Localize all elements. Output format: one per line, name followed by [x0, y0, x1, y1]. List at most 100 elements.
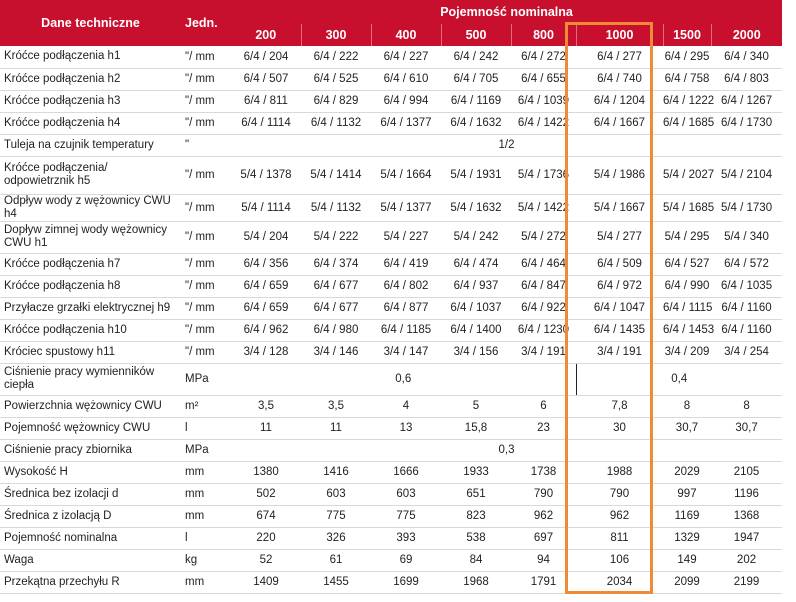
merged-cell: 1/2 [231, 134, 783, 157]
cell-400: 6/4 / 419 [371, 253, 441, 276]
cell-300: 11 [301, 417, 371, 440]
cell-500: 6/4 / 1037 [441, 297, 511, 320]
cell-300: 5/4 / 222 [301, 221, 371, 254]
technical-data-table: Dane techniczne Jedn. Pojemność nominaln… [0, 0, 783, 594]
cell-1000: 5/4 / 277 [576, 221, 663, 254]
table-row: Pojemność nominalna l 220 326 393 538 697 811 13… [0, 527, 783, 550]
cell-300: 3/4 / 146 [301, 341, 371, 364]
cell-1500: 6/4 / 1222 [663, 90, 714, 113]
cell-1500: 5/4 / 295 [663, 221, 711, 254]
cell-800: 5/4 / 1736 [511, 156, 576, 195]
cell-1500: 6/4 / 990 [663, 275, 711, 298]
header-unit: Jedn. [181, 0, 231, 46]
cell-500: 6/4 / 1632 [441, 112, 511, 135]
cell-1000: 790 [576, 483, 663, 506]
row-unit: "/ mm [181, 156, 231, 195]
merged-cell-left: 0,6 [231, 363, 577, 396]
cell-400: 6/4 / 1377 [371, 112, 441, 135]
cell-800: 3/4 / 191 [511, 341, 576, 364]
cell-200: 6/4 / 659 [231, 275, 301, 298]
cell-500: 1968 [441, 571, 511, 594]
cell-1000: 6/4 / 1667 [576, 112, 663, 135]
cell-1000: 6/4 / 740 [576, 68, 663, 91]
row-unit: MPa [181, 439, 231, 462]
cell-300: 326 [301, 527, 371, 550]
cell-300: 1416 [301, 461, 371, 484]
cell-200: 6/4 / 204 [231, 46, 301, 69]
cell-2000: 1947 [711, 527, 783, 550]
cell-400: 5/4 / 1664 [371, 156, 441, 195]
cell-1500: 997 [663, 483, 711, 506]
cell-500: 6/4 / 242 [441, 46, 511, 69]
cell-300: 5/4 / 1132 [301, 194, 371, 222]
cell-200: 11 [231, 417, 301, 440]
cell-800: 1738 [511, 461, 576, 484]
cell-1000: 962 [576, 505, 663, 528]
row-unit: l [181, 417, 231, 440]
row-label: Króćce podłączenia/ odpowietrznik h5 [0, 156, 181, 195]
table-row: Króćce podłączenia h3 "/ mm 6/4 / 811 6/4 /… [0, 90, 783, 113]
cell-200: 674 [231, 505, 301, 528]
cell-800: 6/4 / 1422 [511, 112, 576, 135]
row-label: Króćce podłączenia h1 [0, 46, 181, 69]
table-row: Powierzchnia wężownicy CWU m² 3,5 3,5 4 5 6 7,8… [0, 395, 783, 418]
row-label: Króćce podłączenia h4 [0, 112, 181, 135]
cell-400: 69 [371, 549, 441, 572]
cell-2000: 2105 [711, 461, 783, 484]
table-row: Waga kg 52 61 69 84 94 106 149 202 [0, 549, 783, 572]
row-label: Dopływ zimnej wody wężownicy CWU h1 [0, 221, 181, 254]
cell-500: 651 [441, 483, 511, 506]
cell-300: 6/4 / 677 [301, 297, 371, 320]
cell-2000: 1196 [711, 483, 783, 506]
row-label: Króciec spustowy h11 [0, 341, 181, 364]
table-row: Króćce podłączenia h4 "/ mm 6/4 / 1114 6/4 … [0, 112, 783, 135]
cell-2000: 6/4 / 1730 [711, 112, 783, 135]
table-row: Średnica bez izolacji d mm 502 603 603 651 790… [0, 483, 783, 506]
cell-800: 1791 [511, 571, 576, 594]
row-unit: "/ mm [181, 297, 231, 320]
cell-500: 3/4 / 156 [441, 341, 511, 364]
table-row: Króćce podłączenia h7 "/ mm 6/4 / 356 6/4 /… [0, 253, 783, 276]
table-row: Króćce podłączenia h1 "/ mm 6/4 / 204 6/4 /… [0, 46, 783, 69]
cell-300: 775 [301, 505, 371, 528]
row-unit: mm [181, 505, 231, 528]
cell-1500: 6/4 / 1115 [663, 297, 712, 320]
row-label: Pojemność wężownicy CWU [0, 417, 181, 440]
cell-300: 6/4 / 374 [301, 253, 371, 276]
cell-200: 6/4 / 356 [231, 253, 301, 276]
row-label: Pojemność nominalna [0, 527, 181, 550]
cell-1000: 30 [576, 417, 663, 440]
row-unit: kg [181, 549, 231, 572]
row-label: Średnica z izolacją D [0, 505, 181, 528]
header-capacity-2000: 2000 [710, 24, 783, 46]
table-row: Króćce podłączenia h2 "/ mm 6/4 / 507 6/4 /… [0, 68, 783, 91]
cell-500: 5/4 / 1632 [441, 194, 511, 222]
cell-1500: 6/4 / 527 [663, 253, 711, 276]
cell-200: 220 [231, 527, 301, 550]
cell-2000: 5/4 / 1730 [711, 194, 783, 222]
cell-800: 6/4 / 922 [511, 297, 576, 320]
header-capacity-800: 800 [510, 24, 576, 46]
header-capacity-400: 400 [370, 24, 441, 46]
table-row: Króćce podłączenia/ odpowietrznik h5 "/ m… [0, 156, 783, 195]
cell-800: 790 [511, 483, 576, 506]
cell-400: 6/4 / 1185 [371, 319, 441, 342]
cell-800: 697 [511, 527, 576, 550]
cell-1500: 6/4 / 1685 [663, 112, 714, 135]
cell-200: 6/4 / 1114 [231, 112, 301, 135]
row-label: Króćce podłączenia h7 [0, 253, 181, 276]
cell-300: 6/4 / 1132 [301, 112, 371, 135]
header-title: Dane techniczne [0, 0, 181, 46]
cell-500: 6/4 / 1169 [441, 90, 511, 113]
cell-200: 1409 [231, 571, 301, 594]
cell-1500: 6/4 / 758 [663, 68, 711, 91]
cell-1000: 6/4 / 1204 [576, 90, 663, 113]
cell-1500: 5/4 / 2027 [663, 156, 714, 195]
cell-1500: 6/4 / 1453 [663, 319, 714, 342]
cell-400: 603 [371, 483, 441, 506]
row-unit: "/ mm [181, 46, 231, 69]
cell-1000: 5/4 / 1667 [576, 194, 663, 222]
row-unit: m² [181, 395, 231, 418]
table-row: Króciec spustowy h11 "/ mm 3/4 / 128 3/4 / … [0, 341, 783, 364]
